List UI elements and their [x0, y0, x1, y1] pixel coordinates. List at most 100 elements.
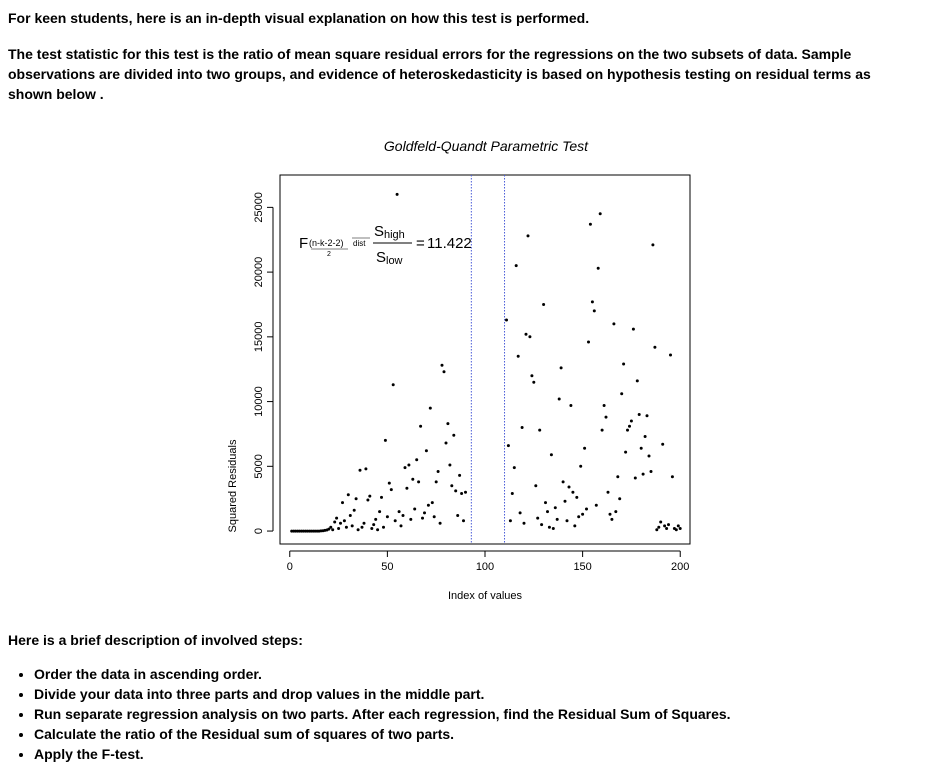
data-point — [436, 470, 440, 473]
data-point — [604, 415, 608, 419]
data-point — [397, 510, 401, 514]
data-point — [526, 234, 530, 238]
split-lines — [470, 175, 506, 544]
data-point — [391, 383, 395, 387]
data-point — [577, 515, 581, 519]
data-point — [378, 510, 382, 514]
data-point — [395, 192, 399, 196]
data-point — [399, 524, 403, 528]
data-point — [393, 519, 397, 523]
data-point — [536, 516, 540, 520]
data-point — [442, 370, 446, 374]
data-point — [341, 501, 344, 505]
data-point — [620, 392, 624, 396]
data-point — [622, 362, 626, 366]
data-point — [606, 490, 610, 494]
data-point — [659, 520, 663, 524]
annotation-high: high — [384, 229, 405, 241]
data-point — [641, 472, 645, 476]
data-point — [610, 517, 614, 521]
y-tick-label: 15000 — [253, 322, 265, 353]
data-point — [649, 470, 653, 473]
data-point — [446, 422, 450, 426]
data-point — [592, 309, 596, 313]
data-point — [516, 354, 520, 358]
data-point — [417, 480, 421, 484]
annotation-df: (n-k-2-2) — [309, 238, 344, 248]
data-point — [358, 468, 362, 472]
data-point — [346, 493, 350, 497]
data-point — [514, 264, 518, 268]
data-point — [335, 516, 339, 520]
data-point — [510, 492, 514, 495]
data-point — [444, 441, 448, 445]
data-point — [551, 527, 555, 530]
chart-title: Goldfeld-Quandt Parametric Test — [384, 138, 589, 154]
step-item: Run separate regression analysis on two … — [34, 704, 924, 724]
step-item: Order the data in ascending order. — [34, 664, 924, 684]
data-point — [563, 499, 567, 503]
data-point — [678, 527, 682, 530]
data-point — [421, 516, 424, 520]
data-point — [602, 404, 606, 407]
data-point — [624, 450, 628, 454]
steps-list: Order the data in ascending order. Divid… — [16, 664, 924, 764]
data-point — [460, 492, 464, 495]
intro-text: For keen students, here is an in-depth v… — [8, 10, 590, 26]
data-point — [553, 506, 557, 510]
data-point — [628, 424, 631, 428]
data-point — [544, 501, 547, 505]
data-point — [426, 503, 430, 507]
data-point — [401, 514, 405, 517]
x-tick-label: 0 — [287, 561, 293, 573]
data-point — [339, 521, 342, 525]
data-point — [549, 453, 553, 457]
data-point — [428, 406, 432, 410]
data-point — [573, 524, 577, 528]
data-point — [647, 454, 651, 458]
data-point — [596, 266, 600, 270]
data-point — [350, 524, 354, 528]
annotation-dist: dist — [353, 239, 366, 248]
data-point — [405, 486, 409, 490]
x-tick-label: 50 — [381, 561, 393, 573]
data-point — [415, 458, 419, 462]
data-point — [454, 489, 458, 493]
data-point — [419, 424, 423, 428]
goldfeld-quandt-chart: Goldfeld-Quandt Parametric Test 0 50 100 15… — [227, 138, 691, 602]
data-point — [348, 514, 352, 517]
data-point — [669, 353, 672, 357]
data-point — [368, 494, 372, 498]
annotation-equals: = — [416, 235, 425, 252]
data-point — [618, 497, 622, 501]
data-point — [639, 446, 643, 450]
data-point — [440, 363, 444, 367]
scatter-points — [290, 192, 682, 533]
annotation-value: 11.422 — [427, 235, 472, 252]
data-point — [508, 519, 512, 523]
data-point — [354, 497, 358, 501]
data-point — [590, 300, 594, 304]
data-point — [542, 303, 546, 306]
data-point — [532, 380, 536, 384]
data-point — [540, 523, 544, 527]
data-point — [522, 521, 526, 525]
data-point — [462, 519, 465, 523]
data-point — [362, 521, 366, 525]
annotation-s-low: S — [376, 249, 386, 266]
data-point — [643, 435, 647, 438]
data-point — [352, 508, 356, 512]
data-point — [520, 426, 524, 429]
data-point — [538, 428, 542, 432]
data-point — [598, 212, 602, 216]
data-point — [608, 512, 612, 516]
data-point — [676, 524, 680, 528]
x-tick-label: 200 — [671, 561, 689, 573]
data-point — [344, 525, 348, 529]
data-point — [674, 528, 678, 532]
annotation-low: low — [386, 255, 403, 267]
data-point — [559, 366, 563, 370]
data-point — [594, 503, 598, 507]
data-point — [450, 484, 454, 488]
x-tick-label: 150 — [573, 561, 591, 573]
